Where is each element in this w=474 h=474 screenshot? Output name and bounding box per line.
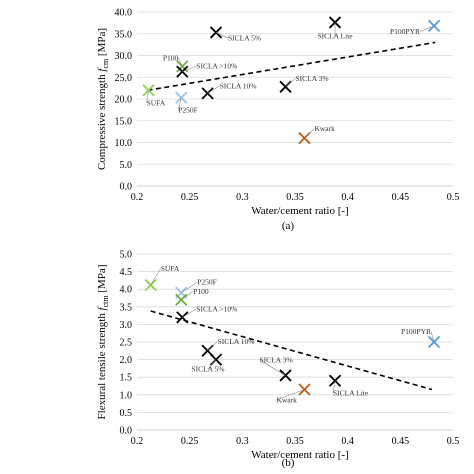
y-tick-label: 3.0 — [120, 320, 133, 331]
trendline — [147, 41, 436, 92]
data-point-label: SICLA 10% — [220, 81, 257, 90]
x-tick-label: 0.3 — [236, 192, 249, 203]
x-tick-label: 0.25 — [181, 192, 199, 203]
y-tick-label: 0.0 — [120, 182, 133, 193]
y-tick-label: 15.0 — [115, 116, 133, 127]
label-leader-line — [430, 331, 435, 343]
data-point-label: SICLA 5% — [228, 33, 261, 42]
label-leader-line — [332, 380, 336, 394]
label-leader-line — [207, 85, 220, 94]
data-point-label: SICLA 10% — [218, 337, 255, 346]
y-tick-label: 25.0 — [115, 73, 133, 84]
label-leader-line — [259, 359, 286, 376]
x-tick-label: 0.5 — [447, 436, 460, 447]
x-tick-label: 0.35 — [286, 436, 304, 447]
data-point-label: P100PYR — [390, 27, 420, 36]
label-leader-line — [146, 90, 149, 103]
chart-a-compressive-strength: 0.0 5.0 10.0 15.0 20.0 25.0 30.0 35.0 40.0 0.2 0.2… — [96, 8, 459, 233]
x-tick-label: 0.45 — [392, 436, 410, 447]
label-leader-line — [419, 25, 435, 32]
x-tick-label: 0.4 — [341, 192, 354, 203]
x-tick-label: 0.3 — [236, 436, 249, 447]
y-tick-label: 4.5 — [120, 267, 133, 278]
label-leader-line — [207, 341, 218, 352]
panel-label: (b) — [282, 457, 295, 469]
data-point-label: P100PYR — [401, 327, 431, 336]
label-leader-line — [276, 389, 305, 401]
y-tick-label: 20.0 — [115, 95, 133, 106]
y-tick-label: 0.5 — [120, 408, 133, 419]
y-tick-label: 35.0 — [115, 29, 133, 40]
data-point-label: P250F — [178, 106, 198, 115]
label-leader-line — [182, 308, 197, 318]
x-tick-label: 0.2 — [131, 192, 144, 203]
data-point-label: SICLA Lite — [317, 31, 353, 40]
data-point-label: Kwark — [314, 124, 335, 133]
y-tick-label: 40.0 — [115, 8, 133, 19]
data-point-label: SICLA >10% — [196, 62, 237, 71]
label-leader-line — [285, 78, 296, 88]
x-axis-title: Water/cement ratio [-] — [251, 449, 348, 461]
chart-b-flexural-tensile-strength: 0.0 0.5 1.0 1.5 2.0 2.5 3.0 3.5 4.0 4.5 5.0 0.2 0.25… — [96, 250, 459, 470]
y-tick-label: 5.0 — [120, 250, 133, 261]
label-leader-line — [178, 57, 183, 67]
data-point-label: SUFA — [161, 264, 180, 273]
y-axis-title: Flexural tensile strength fctm [MPa] — [96, 265, 110, 420]
data-point-label: Kwark — [276, 396, 297, 405]
x-axis-title: Water/cement ratio [-] — [251, 205, 348, 217]
data-point-label: SUFA — [147, 98, 166, 107]
x-tick-label: 0.4 — [341, 436, 354, 447]
y-tick-label: 0.0 — [120, 426, 133, 437]
x-tick-label: 0.5 — [447, 192, 460, 203]
y-axis-title: Compressive strength fcm [MPa] — [96, 28, 110, 170]
label-leader-line — [182, 65, 197, 72]
label-leader-line — [150, 268, 161, 286]
y-tick-label: 2.0 — [120, 355, 133, 366]
label-leader-line — [181, 281, 198, 293]
label-leader-line — [215, 32, 229, 39]
y-tick-label: 1.0 — [120, 390, 133, 401]
x-tick-label: 0.35 — [286, 192, 304, 203]
data-point-label: SICLA 3% — [296, 74, 329, 83]
data-point-label: SICLA 3% — [260, 355, 293, 364]
data-point-label: SICLA 5% — [191, 365, 224, 374]
x-tick-label: 0.45 — [392, 192, 410, 203]
y-tick-label: 4.0 — [120, 285, 133, 296]
label-leader-line — [304, 128, 315, 139]
data-point-label: SICLA Lite — [333, 389, 369, 398]
label-leader-line — [181, 291, 194, 301]
panel-label: (a) — [282, 220, 295, 232]
y-tick-label: 1.5 — [120, 373, 133, 384]
x-tick-label: 0.25 — [181, 436, 199, 447]
data-point-label: SICLA >10% — [196, 304, 237, 313]
data-point-label: P100 — [193, 287, 209, 296]
trendline — [150, 310, 433, 391]
data-point-label: P250F — [197, 278, 217, 287]
y-tick-label: 5.0 — [120, 160, 133, 171]
label-leader-line — [207, 359, 217, 370]
y-tick-label: 30.0 — [115, 51, 133, 62]
y-tick-label: 2.5 — [120, 338, 133, 349]
label-leader-line — [177, 97, 182, 111]
x-tick-label: 0.2 — [131, 436, 144, 447]
y-tick-label: 3.5 — [120, 302, 133, 313]
y-tick-label: 10.0 — [115, 138, 133, 149]
data-point-label: P100 — [163, 53, 179, 62]
